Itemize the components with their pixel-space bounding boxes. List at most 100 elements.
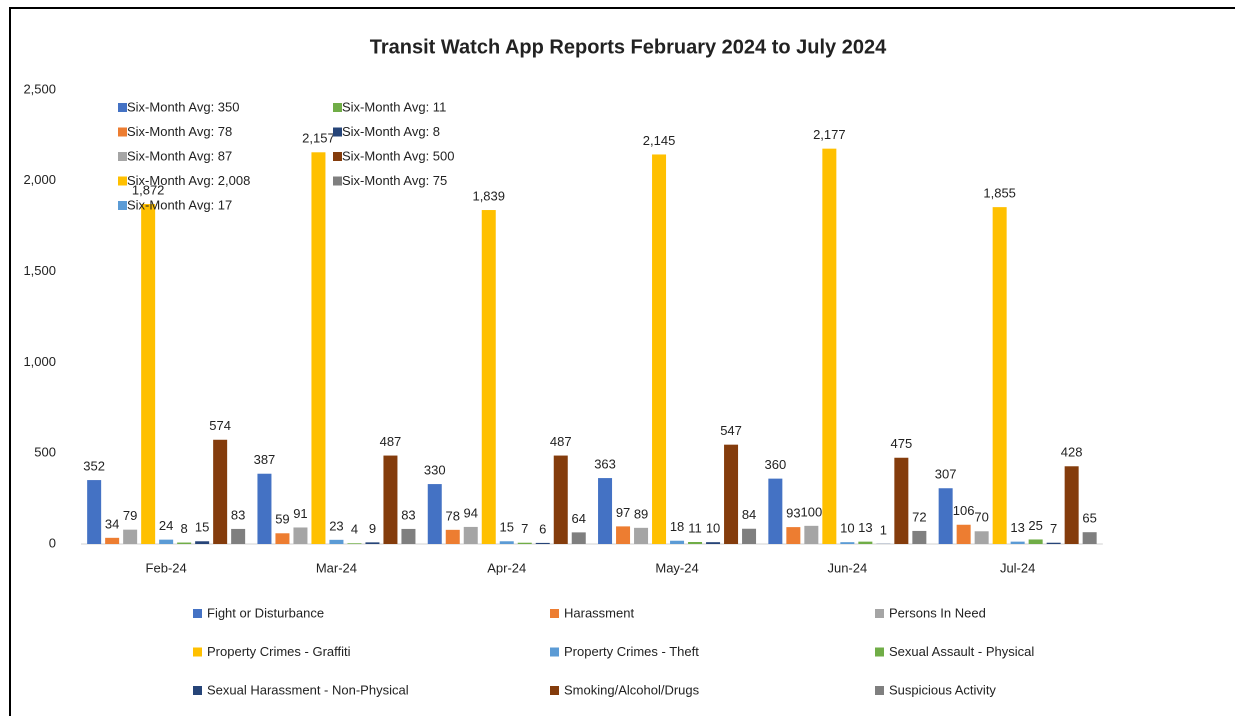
data-label: 2,157: [302, 131, 335, 146]
data-label: 475: [890, 436, 912, 451]
bar: [535, 542, 550, 544]
data-label: 65: [1082, 511, 1096, 526]
data-label: 78: [446, 508, 460, 523]
data-label: 487: [380, 434, 402, 449]
x-tick-label: Jul-24: [1000, 560, 1035, 575]
legend-swatch: [193, 647, 202, 657]
data-label: 487: [550, 434, 572, 449]
bar: [213, 439, 228, 544]
bar: [517, 542, 532, 544]
bar: [688, 542, 703, 544]
bar: [123, 529, 138, 544]
data-label: 84: [742, 507, 756, 522]
data-label: 79: [123, 508, 137, 523]
data-label: 97: [616, 505, 630, 520]
legend-swatch: [875, 686, 884, 695]
legend-swatch: [193, 609, 202, 618]
bar: [652, 154, 667, 544]
data-label: 1,839: [472, 188, 505, 203]
bar: [1082, 532, 1097, 544]
x-tick-label: May-24: [655, 560, 698, 575]
bar: [1064, 466, 1079, 544]
data-label: 72: [912, 509, 926, 524]
legend-swatch: [550, 647, 559, 657]
average-label: Six-Month Avg: 75: [342, 173, 447, 188]
data-label: 83: [401, 507, 415, 522]
data-label: 25: [1028, 518, 1042, 533]
bar: [1046, 542, 1061, 544]
bar: [822, 148, 837, 544]
average-label: Six-Month Avg: 87: [127, 148, 232, 163]
data-label: 106: [953, 503, 975, 518]
x-tick-label: Mar-24: [316, 560, 357, 575]
data-label: 18: [670, 519, 684, 534]
data-label: 91: [293, 506, 307, 521]
data-label: 83: [231, 507, 245, 522]
bar: [912, 530, 927, 544]
data-label: 59: [275, 512, 289, 527]
legend-label: Harassment: [564, 605, 634, 620]
chart-title: Transit Watch App Reports February 2024 …: [370, 36, 887, 58]
data-label: 89: [634, 506, 648, 521]
legend-label: Suspicious Activity: [889, 682, 996, 697]
bar: [463, 526, 478, 544]
data-label: 93: [786, 506, 800, 521]
legend-label: Persons In Need: [889, 605, 986, 620]
average-swatch: [333, 176, 342, 186]
bar: [87, 480, 102, 544]
bar: [159, 539, 174, 544]
bar: [105, 537, 120, 544]
average-label: Six-Month Avg: 8: [342, 124, 440, 139]
data-label: 64: [572, 511, 586, 526]
data-label: 307: [935, 467, 957, 482]
average-label: Six-Month Avg: 500: [342, 148, 455, 163]
data-label: 2,177: [813, 127, 846, 142]
legend-swatch: [550, 686, 559, 695]
bar: [571, 532, 586, 544]
bar: [974, 531, 989, 544]
data-label: 363: [594, 457, 616, 472]
data-label: 4: [351, 522, 358, 537]
bar: [742, 528, 757, 544]
data-label: 574: [209, 418, 231, 433]
data-label: 11: [688, 520, 702, 535]
bar: [231, 528, 246, 544]
y-tick-label: 1,000: [23, 354, 56, 369]
legend-label: Property Crimes - Theft: [564, 644, 699, 659]
average-swatch: [118, 201, 127, 210]
data-label: 352: [83, 459, 105, 474]
average-swatch: [333, 152, 342, 161]
y-tick-label: 2,500: [23, 81, 56, 96]
data-label: 1,855: [983, 186, 1016, 201]
average-swatch: [333, 127, 342, 137]
bar: [311, 152, 326, 544]
bar: [858, 541, 873, 544]
data-label: 94: [464, 505, 478, 520]
bar: [786, 527, 801, 544]
data-label: 10: [706, 521, 720, 536]
x-tick-label: Apr-24: [487, 560, 526, 575]
x-tick-label: Feb-24: [146, 560, 187, 575]
data-label: 13: [858, 520, 872, 535]
legend-swatch: [875, 647, 884, 657]
y-tick-label: 2,000: [23, 172, 56, 187]
bar: [383, 455, 398, 544]
legend-label: Smoking/Alcohol/Drugs: [564, 682, 700, 697]
legend-swatch: [193, 686, 202, 695]
average-label: Six-Month Avg: 11: [342, 99, 446, 114]
bar: [894, 457, 909, 544]
data-label: 1: [880, 522, 887, 537]
data-label: 2,145: [643, 133, 676, 148]
data-label: 428: [1061, 445, 1083, 460]
bar: [804, 525, 819, 544]
data-label: 24: [159, 518, 173, 533]
data-label: 360: [764, 457, 786, 472]
data-label: 7: [1050, 521, 1057, 536]
data-label: 34: [105, 516, 119, 531]
bar: [257, 473, 272, 544]
bar: [329, 539, 344, 544]
average-swatch: [118, 152, 127, 161]
bar: [293, 527, 308, 544]
y-tick-label: 0: [49, 535, 56, 550]
bar: [616, 526, 631, 544]
